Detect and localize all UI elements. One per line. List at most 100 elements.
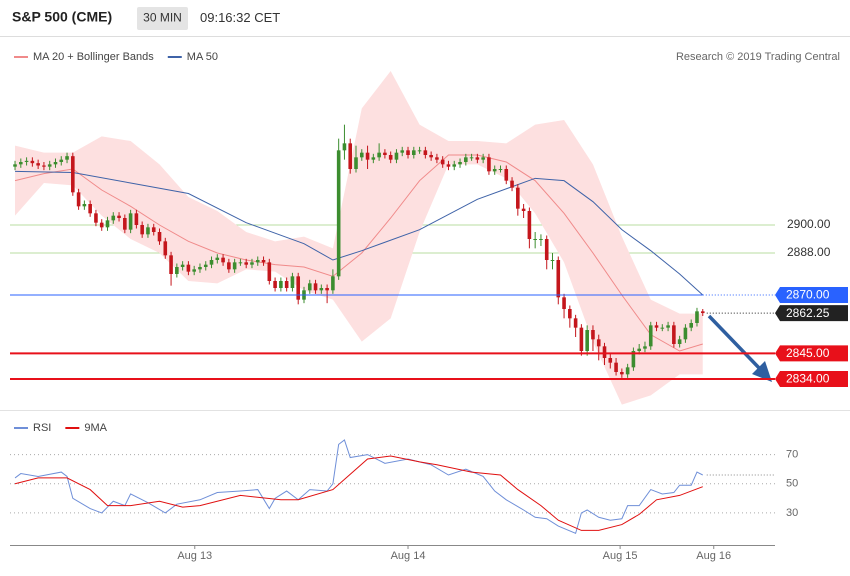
candle-body — [325, 288, 329, 291]
candle-body — [255, 260, 260, 263]
candle-body — [94, 213, 98, 223]
candle-body — [192, 269, 196, 272]
y-tick-label: 2888.00 — [787, 245, 831, 259]
ma-line — [15, 170, 704, 296]
legend-label: MA 20 + Bollinger Bands — [33, 51, 154, 63]
candle-body — [365, 152, 370, 160]
candle-body — [654, 325, 659, 328]
candle-body — [24, 160, 29, 162]
candle-body — [458, 162, 462, 165]
candle-body — [186, 264, 191, 272]
arrow-shaft — [707, 314, 764, 373]
candle-body — [562, 297, 566, 309]
candle-body — [140, 225, 144, 235]
candle-body — [446, 164, 451, 167]
candle-body — [469, 157, 474, 159]
y-tick-label: 50 — [786, 478, 798, 490]
candle-body — [475, 157, 480, 160]
y-tick-label: 30 — [786, 507, 798, 519]
candle-body — [614, 362, 618, 372]
header-time: 09:16:32 CET — [200, 10, 280, 25]
candle-body — [585, 330, 589, 351]
header-interval: 30 MIN — [143, 11, 182, 25]
candle-body — [556, 260, 561, 298]
candle-body — [388, 155, 393, 160]
candle-body — [146, 227, 150, 235]
candle-body — [128, 213, 133, 230]
candle-body — [36, 163, 40, 166]
candle-body — [163, 241, 168, 256]
candle-body — [550, 260, 555, 261]
candle-body — [533, 239, 537, 240]
candle-body — [354, 157, 358, 169]
candle-body — [371, 157, 376, 160]
indicator-line — [14, 439, 703, 535]
candle-body — [175, 267, 179, 274]
candle-body — [209, 260, 214, 265]
level-box — [775, 305, 848, 322]
forecast-arrow — [707, 314, 772, 382]
candle-body — [151, 227, 156, 232]
x-tick-label: Aug 15 — [603, 550, 638, 562]
header-bar — [0, 0, 850, 36]
candle-body — [440, 159, 445, 165]
candle-body — [47, 164, 52, 167]
x-tick-label: Aug 14 — [391, 550, 426, 562]
rsi-panel: 30 50 70 Aug 13 Aug 14 Aug 15 Aug 16 — [10, 439, 798, 562]
candle-body — [666, 325, 670, 328]
x-tick-label: Aug 13 — [177, 550, 212, 562]
candle-body — [417, 150, 422, 152]
candle-body — [273, 281, 277, 288]
candle-body — [331, 276, 335, 291]
candle-body — [516, 187, 520, 209]
candle-body — [700, 311, 705, 314]
candle-body — [423, 150, 428, 155]
candle-body — [608, 358, 613, 363]
candle-body — [348, 143, 353, 169]
candle-body — [169, 255, 173, 274]
candle-body — [452, 164, 457, 167]
candle-body — [13, 164, 17, 167]
candle-body — [481, 157, 485, 160]
candle-body — [284, 281, 289, 288]
candle-body — [134, 213, 139, 225]
candle-body — [539, 239, 543, 240]
candle-body — [568, 309, 572, 319]
candle-body — [487, 157, 491, 172]
candle-body — [42, 165, 46, 167]
candle-body — [435, 157, 439, 160]
source-note: Research © 2019 Trading Central — [676, 51, 840, 63]
level-label: 2845.00 — [786, 346, 830, 360]
candle-body — [227, 262, 231, 270]
candle-body — [406, 150, 410, 155]
candle-body — [279, 281, 283, 288]
candle-body — [59, 159, 64, 162]
candle-body — [30, 160, 35, 164]
candle-body — [695, 311, 699, 323]
candle-body — [596, 339, 601, 347]
legend-label: 9MA — [84, 422, 107, 434]
candle-body — [76, 192, 81, 207]
candle-body — [342, 143, 347, 151]
candle-body — [319, 288, 324, 291]
candle-body — [429, 155, 433, 158]
candle-body — [313, 283, 318, 291]
price-panel: 2900.00 2888.00 2870.00 2862.25 2845.00 2834.… — [10, 71, 848, 405]
candle-body — [504, 169, 509, 181]
candle-body — [111, 215, 116, 221]
x-tick-label: Aug 16 — [696, 550, 731, 562]
candle-body — [521, 208, 526, 211]
candle-body — [464, 157, 468, 162]
header-title: S&P 500 (CME) — [12, 9, 112, 25]
candle-body — [99, 222, 104, 228]
candle-body — [377, 152, 381, 158]
candle-body — [53, 162, 58, 165]
candle-body — [296, 276, 301, 300]
candle-body — [19, 162, 23, 165]
candle-body — [336, 150, 341, 277]
candle-body — [689, 323, 694, 328]
candle-body — [232, 262, 237, 270]
candle-body — [579, 327, 584, 351]
candle-body — [71, 156, 75, 193]
